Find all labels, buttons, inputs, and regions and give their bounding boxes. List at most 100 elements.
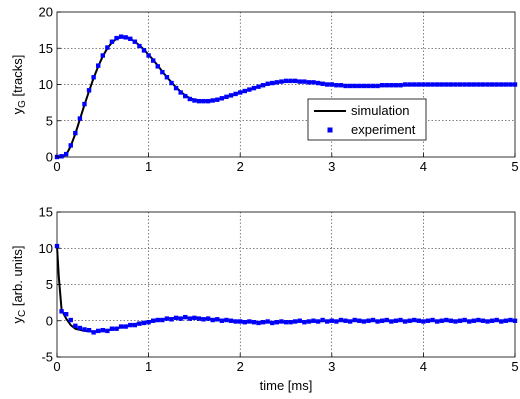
x-tick-label: 2: [237, 159, 244, 174]
data-point-experiment: [471, 318, 476, 323]
data-point-experiment: [379, 318, 385, 323]
data-point-experiment: [128, 322, 133, 328]
data-point-experiment: [265, 319, 270, 324]
data-point-experiment: [444, 82, 449, 87]
data-point-experiment: [260, 83, 266, 88]
data-point-experiment: [462, 82, 467, 87]
data-point-experiment: [183, 93, 188, 99]
data-point-experiment: [407, 318, 412, 323]
data-point-experiment: [476, 317, 481, 323]
data-point-experiment: [347, 319, 353, 324]
data-point-experiment: [242, 88, 247, 94]
data-point-experiment: [279, 319, 284, 324]
data-point-experiment: [384, 83, 389, 88]
data-point-experiment: [338, 317, 344, 323]
data-point-experiment: [288, 78, 293, 84]
data-point-experiment: [270, 80, 275, 86]
data-point-experiment: [96, 328, 101, 334]
data-point-experiment: [357, 83, 362, 89]
y-tick-label: 10: [39, 241, 53, 256]
data-point-experiment: [416, 318, 422, 323]
data-point-experiment: [109, 326, 115, 331]
data-point-experiment: [366, 83, 371, 89]
data-point-experiment: [238, 90, 243, 95]
legend-experiment-swatch: [327, 127, 333, 133]
data-point-experiment: [485, 319, 490, 324]
y-tick-label: 15: [39, 41, 53, 56]
data-point-experiment: [489, 318, 495, 323]
data-point-experiment: [412, 82, 417, 87]
data-point-experiment: [260, 320, 266, 325]
x-tick-label: 0: [53, 159, 60, 174]
data-point-experiment: [352, 317, 357, 323]
data-point-experiment: [68, 317, 73, 323]
y-tick-label: 20: [39, 5, 53, 20]
data-point-experiment: [398, 83, 403, 88]
y-ticks-yg: 0 5 10 15 20: [39, 5, 61, 165]
data-point-experiment: [361, 83, 367, 89]
data-point-experiment: [196, 98, 202, 104]
data-point-experiment: [425, 82, 431, 87]
data-point-experiment: [210, 317, 215, 323]
data-point-experiment: [82, 101, 87, 107]
data-point-experiment: [63, 151, 69, 157]
y-label-sub-yc: C: [17, 310, 28, 317]
data-point-experiment: [205, 98, 211, 104]
data-point-experiment: [334, 319, 339, 324]
data-point-experiment: [503, 318, 509, 323]
data-point-experiment: [302, 79, 307, 84]
data-point-experiment: [114, 35, 119, 41]
y-axis-label-yg: yG [tracks]: [10, 55, 28, 115]
data-point-experiment: [453, 319, 458, 324]
data-point-experiment: [343, 83, 348, 89]
data-point-experiment: [375, 83, 380, 89]
data-point-experiment: [325, 319, 330, 324]
data-point-experiment: [379, 83, 385, 88]
y-tick-label: 10: [39, 77, 53, 92]
data-point-experiment: [444, 317, 449, 323]
data-point-experiment: [155, 64, 160, 69]
data-point-experiment: [228, 93, 234, 98]
data-point-experiment: [315, 80, 321, 86]
data-point-experiment: [128, 36, 133, 42]
data-point-experiment: [471, 82, 476, 87]
data-point-experiment: [215, 317, 220, 322]
x-tick-label: 0: [53, 359, 60, 374]
data-point-experiment: [132, 39, 138, 44]
data-point-experiment: [320, 317, 325, 323]
data-point-experiment: [187, 96, 193, 102]
data-point-experiment: [100, 327, 105, 333]
data-point-experiment: [109, 39, 115, 44]
data-point-experiment: [416, 82, 422, 87]
data-point-experiment: [393, 318, 399, 323]
data-point-experiment: [270, 320, 275, 326]
data-point-experiment: [398, 317, 403, 323]
y-label-main-yc: y: [10, 317, 25, 324]
data-point-experiment: [73, 130, 78, 136]
data-point-experiment: [370, 317, 376, 323]
data-point-experiment: [499, 82, 504, 87]
data-point-experiment: [292, 78, 298, 84]
data-point-experiment: [187, 316, 193, 321]
data-point-experiment: [224, 94, 229, 100]
data-point-experiment: [402, 319, 408, 324]
data-point-experiment: [288, 320, 293, 325]
data-point-experiment: [343, 318, 348, 323]
data-point-experiment: [233, 319, 238, 324]
data-point-experiment: [146, 320, 151, 325]
data-point-experiment: [137, 321, 142, 326]
data-point-experiment: [251, 320, 257, 325]
x-tick-label: 3: [328, 159, 335, 174]
data-point-experiment: [297, 79, 302, 84]
data-point-experiment: [292, 319, 298, 324]
data-point-experiment: [425, 318, 431, 323]
data-point-experiment: [251, 85, 257, 91]
data-point-experiment: [315, 319, 321, 324]
data-point-experiment: [274, 80, 280, 85]
data-point-experiment: [118, 324, 124, 329]
data-point-experiment: [325, 82, 330, 87]
data-point-experiment: [59, 309, 64, 314]
data-point-experiment: [347, 83, 353, 89]
y-tick-label: 5: [46, 277, 53, 292]
